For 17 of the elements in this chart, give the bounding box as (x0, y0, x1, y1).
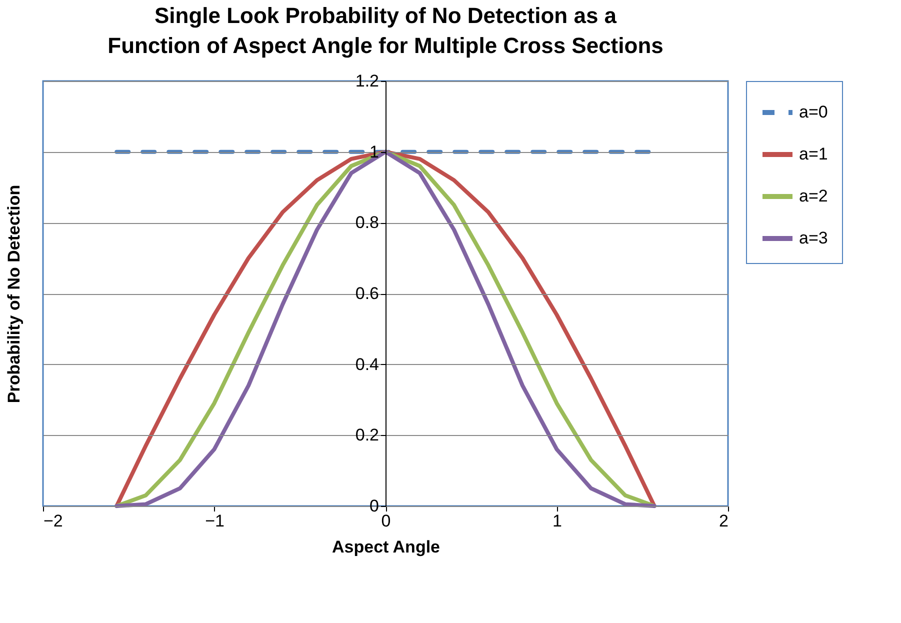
legend-label: a=3 (799, 228, 828, 248)
x-tick-label: −1 (205, 512, 224, 530)
legend-label: a=1 (799, 144, 828, 164)
chart-title: Single Look Probability of No Detection as a Function of Aspect Angle for Multiple Cross Sections (108, 3, 664, 58)
y-tick-label: 0.2 (355, 426, 379, 445)
x-tick-label: 2 (719, 512, 728, 530)
x-tick-label: −2 (44, 512, 63, 530)
y-tick-label: 0.8 (355, 213, 379, 232)
x-axis-title: Aspect Angle (332, 538, 440, 556)
y-tick-label: 0.6 (355, 284, 379, 303)
legend-label: a=2 (799, 186, 828, 206)
legend-label: a=0 (799, 102, 828, 122)
x-tick-label: 0 (381, 512, 391, 530)
y-tick-label: 1 (370, 142, 379, 162)
y-tick-label: 0.4 (355, 354, 379, 374)
x-tick-label: 1 (552, 512, 562, 530)
y-axis-title: Probability of No Detection (4, 184, 24, 404)
